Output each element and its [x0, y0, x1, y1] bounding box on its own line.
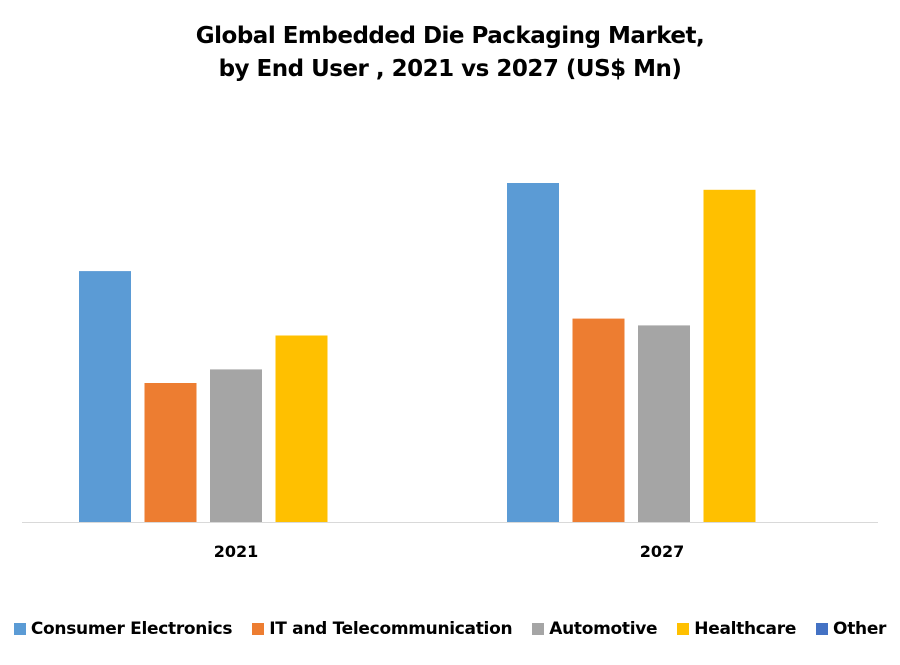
legend-swatch [677, 623, 690, 635]
legend-swatch [532, 623, 545, 635]
legend-swatch [816, 623, 829, 635]
legend-swatch [252, 623, 265, 635]
bar-2027-consumer-electronics [507, 183, 559, 522]
legend-label: Consumer Electronics [30, 619, 233, 639]
bar-2021-healthcare [275, 335, 328, 522]
legend-label: IT and Telecommunication [269, 619, 513, 639]
bar-2027-it-and-telecommunication [572, 318, 625, 522]
bar-2021-automotive [210, 369, 262, 522]
x-tick-label: 2027 [640, 542, 685, 561]
legend-item: Other [816, 619, 886, 639]
bar-2027-automotive [638, 325, 690, 522]
chart-title-line2: by End User , 2021 vs 2027 (US$ Mn) [218, 56, 682, 82]
legend-swatch [13, 623, 26, 635]
legend: Consumer Electronics IT and Telecommunica… [0, 619, 900, 639]
legend-label: Other [833, 619, 887, 639]
bar-2021-it-and-telecommunication [144, 383, 197, 522]
legend-label: Healthcare [694, 619, 797, 639]
chart-title: Global Embedded Die Packaging Market, by… [0, 20, 900, 86]
legend-item: Consumer Electronics [13, 619, 233, 639]
legend-item: Automotive [532, 619, 658, 639]
bar-2027-healthcare [703, 189, 756, 523]
chart-title-line1: Global Embedded Die Packaging Market, [195, 23, 705, 49]
legend-label: Automotive [549, 619, 658, 639]
x-tick-label: 2021 [214, 542, 259, 561]
bar-2021-consumer-electronics [79, 271, 131, 522]
legend-item: Healthcare [677, 619, 796, 639]
legend-item: IT and Telecommunication [252, 619, 513, 639]
